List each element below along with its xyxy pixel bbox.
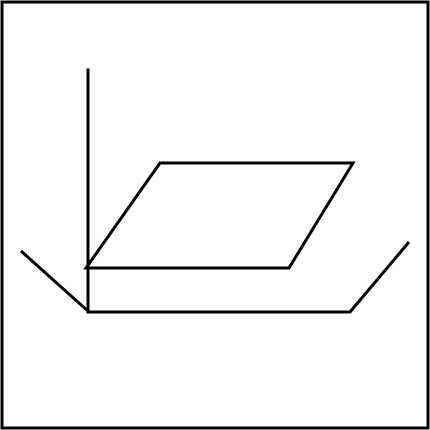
base-polyline xyxy=(19,241,411,314)
parallelogram-plane xyxy=(83,161,356,270)
